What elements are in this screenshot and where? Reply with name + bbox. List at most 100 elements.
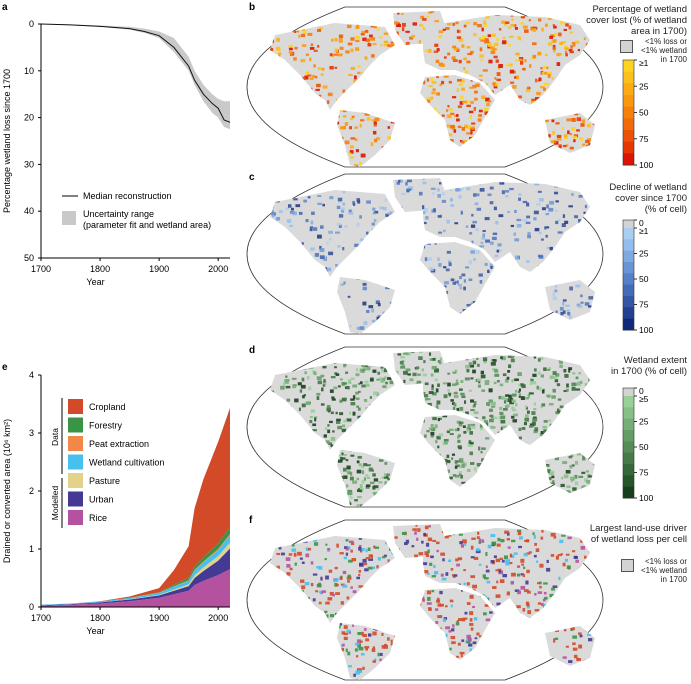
map-cell [412,528,417,531]
map-cell [327,597,333,601]
map-cell [556,134,562,138]
map-cell [310,168,313,170]
map-cell [561,17,566,20]
map-cell [431,386,434,391]
map-cell [427,549,430,554]
map-cell [473,33,477,37]
map-cell [450,399,454,402]
map-cell [363,463,368,467]
map-cell [581,119,586,123]
map-cell [315,352,319,357]
colorbar-c-tick-label: 25 [639,249,649,259]
map-cell [435,388,439,393]
map-cell [544,226,547,230]
colorbar-d-step [623,396,634,408]
map-cell [426,590,432,595]
map-cell [314,417,317,422]
map-cell [313,371,317,376]
map-cell [459,465,463,468]
map-cell [364,628,367,631]
map-cell [383,43,388,47]
map-cell [278,183,282,187]
map-cell [526,202,530,207]
map-cell [316,583,322,588]
map-cell [262,357,266,359]
map-cell [524,59,527,63]
map-cell [575,679,580,680]
map-cell [285,207,290,211]
map-cell [293,29,296,33]
map-cell [270,313,272,316]
map-cell [468,362,472,366]
map-cell [553,496,557,500]
map-cell [593,674,595,677]
map-cell [295,525,301,528]
map-cell [503,555,508,560]
colorbar-b-tick-label: ≥1 [639,58,649,68]
map-cell [531,675,535,678]
map-cell [534,11,539,13]
map-cell [457,125,462,129]
map-cell [300,149,305,154]
map-cell [262,317,266,321]
map-cell [338,622,342,626]
map-cell [533,429,538,434]
colorbar-b-tick-label: 25 [639,81,649,91]
map-cell [575,17,580,21]
map-cell [448,108,453,111]
map-cell [597,335,599,337]
map-cell [372,130,377,135]
map-cell [289,52,295,56]
map-cell [461,481,466,484]
map-cell [509,401,514,405]
map-cell [429,562,433,566]
map-cell [543,420,548,423]
map-cell [466,60,471,64]
map-cell [365,231,369,235]
map-cell [295,204,301,208]
map-cell [538,255,544,259]
map-cell [596,467,600,470]
map-cell [529,380,533,385]
map-cell [339,552,344,555]
map-cell [366,117,371,121]
map-cell [452,474,457,477]
map-cell [380,379,385,383]
map-cell [331,398,336,401]
map-cell [551,587,555,591]
map-cell [441,199,447,203]
map-cell [508,364,512,369]
map-cell [465,266,470,269]
x-axis-label: Year [86,277,104,287]
map-cell [441,80,445,85]
map-cell [473,556,479,560]
map-cell [574,154,580,157]
map-cell [564,161,569,165]
map-cell [270,39,275,43]
map-cell [316,331,319,334]
map-cell [549,375,555,379]
map-cell [340,283,345,286]
map-cell [481,35,487,40]
map-cell [277,664,281,669]
map-cell [562,299,567,302]
map-cell [328,230,333,234]
map-cell [569,465,573,469]
map-cell [536,678,541,680]
map-cell [537,358,541,362]
map-cell [256,678,259,680]
map-cell [600,618,605,620]
map-cell [275,501,278,505]
map-cell [542,425,547,429]
map-cell [540,374,544,378]
map-cell [335,373,340,376]
map-cell [458,421,464,424]
map-cell [552,39,557,43]
map-cell [520,22,525,25]
map-cell [526,260,530,263]
map-cell [533,535,537,539]
map-cell [553,638,556,643]
map-cell [498,28,502,31]
map-cell [559,306,564,311]
map-cell [312,429,317,432]
